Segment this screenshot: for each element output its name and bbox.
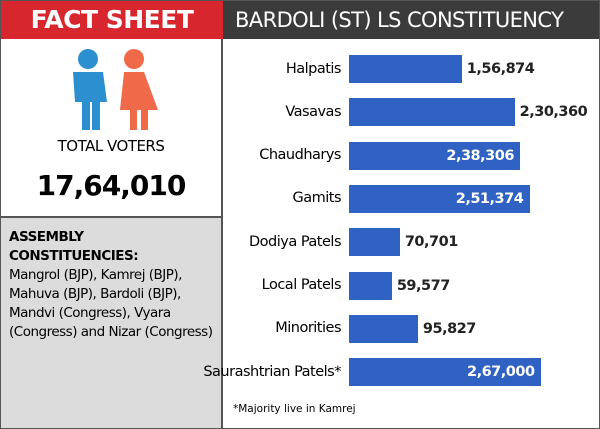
- bar: [349, 358, 541, 387]
- value-label: 70,701: [404, 234, 458, 251]
- bar: [349, 141, 521, 170]
- value-label: 2,30,360: [519, 104, 588, 121]
- category-label: Minorities: [275, 320, 341, 337]
- total-voters-value: 17,64,010: [36, 169, 187, 202]
- category-label: Local Patels: [261, 277, 342, 293]
- assembly-box: ASSEMBLY CONSTITUENCIES: Mangrol (BJP), …: [1, 216, 221, 428]
- value-label: 2,67,000: [467, 364, 535, 381]
- category-label: Dodiya Patels: [248, 233, 342, 250]
- value-label: 95,827: [422, 320, 476, 337]
- value-label: 2,38,306: [446, 147, 514, 164]
- total-voters-label: TOTAL VOTERS: [57, 137, 165, 155]
- category-label: Gamits: [292, 190, 341, 207]
- bar: [349, 55, 462, 83]
- assembly-text: Mangrol (BJP), Kamrej (BJP), Mahuva (BJP…: [9, 267, 213, 340]
- bar: [349, 271, 392, 300]
- assembly-heading: ASSEMBLY CONSTITUENCIES:: [9, 229, 139, 264]
- bar: [349, 184, 530, 213]
- footnote: *Majority live in Kamrej: [233, 403, 356, 415]
- bar: [349, 314, 418, 343]
- bar: [349, 98, 515, 127]
- category-label: Vasavas: [285, 103, 341, 120]
- bar: [349, 228, 400, 257]
- category-label: Saurashtrian Patels*: [203, 363, 341, 380]
- chart-title: BARDOLI (ST) LS CONSTITUENCY: [223, 1, 599, 39]
- category-label: Halpatis: [285, 60, 342, 77]
- value-label: 59,577: [396, 277, 450, 294]
- fact-sheet-header: FACT SHEET: [1, 1, 223, 39]
- value-label: 2,51,374: [455, 190, 524, 207]
- category-label: Chaudharys: [259, 147, 341, 164]
- value-label: 1,56,874: [466, 61, 535, 77]
- voter-icons: [73, 49, 158, 130]
- left-panel: TOTAL VOTERS 17,64,010 ASSEMBLY CONSTITU…: [1, 39, 223, 428]
